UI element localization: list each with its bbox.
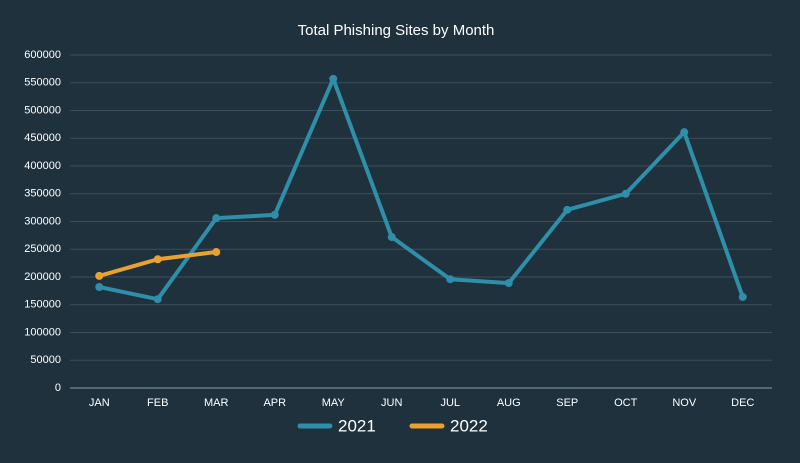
legend-label: 2022: [450, 416, 488, 435]
y-tick-label: 600000: [24, 49, 61, 61]
legend-label: 2021: [338, 416, 376, 435]
data-point: [95, 282, 104, 291]
data-point: [329, 74, 338, 83]
data-point: [153, 295, 162, 304]
data-point: [446, 275, 455, 284]
x-tick-label: JUL: [440, 397, 460, 409]
data-point: [95, 271, 104, 280]
x-tick-label: SEP: [556, 397, 578, 409]
data-point: [270, 210, 279, 219]
y-tick-label: 300000: [24, 215, 61, 227]
chart-title: Total Phishing Sites by Month: [298, 22, 495, 39]
data-point: [504, 279, 513, 288]
y-tick-label: 50000: [30, 354, 61, 366]
data-point: [680, 128, 689, 137]
data-point: [153, 255, 162, 264]
data-point: [212, 248, 221, 257]
y-tick-label: 450000: [24, 132, 61, 144]
y-tick-label: 0: [55, 382, 61, 394]
x-tick-label: DEC: [731, 397, 754, 409]
data-point: [212, 214, 221, 223]
y-tick-label: 550000: [24, 77, 61, 89]
data-point: [563, 205, 572, 214]
x-tick-label: MAR: [204, 397, 229, 409]
y-tick-label: 200000: [24, 271, 61, 283]
y-tick-label: 400000: [24, 160, 61, 172]
series-line: [98, 76, 745, 302]
x-tick-label: JAN: [89, 397, 110, 409]
x-tick-label: MAY: [322, 397, 346, 409]
y-tick-label: 350000: [24, 188, 61, 200]
y-tick-label: 250000: [24, 243, 61, 255]
x-tick-label: APR: [263, 397, 286, 409]
x-tick-label: AUG: [497, 397, 521, 409]
y-tick-label: 100000: [24, 326, 61, 338]
data-point: [621, 189, 630, 198]
x-tick-label: OCT: [614, 397, 638, 409]
x-tick-label: NOV: [672, 397, 697, 409]
x-tick-label: JUN: [381, 397, 402, 409]
data-point: [387, 233, 396, 242]
y-tick-label: 500000: [24, 104, 61, 116]
y-tick-label: 150000: [24, 299, 61, 311]
x-tick-label: FEB: [147, 397, 168, 409]
data-point: [738, 292, 747, 301]
